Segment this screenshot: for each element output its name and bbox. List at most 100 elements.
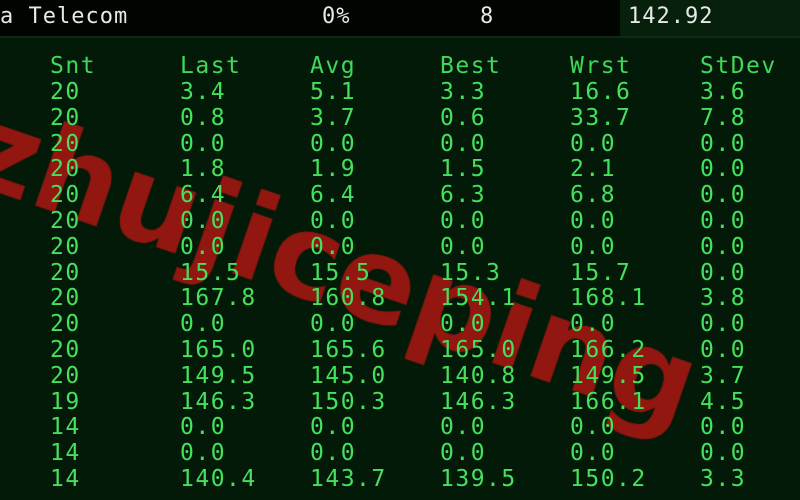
- cell-best: 139.5: [440, 466, 517, 492]
- cell-last: 146.3: [180, 388, 257, 415]
- cell-last: 0.0: [180, 208, 227, 234]
- cell-avg: 0.0: [310, 440, 357, 467]
- cell-stdev: 4.5: [700, 388, 747, 415]
- cell-best: 0.0: [440, 233, 487, 260]
- latency-value: 142.92: [628, 4, 714, 29]
- table-row: 14 0.0 0.0 0.0 0.0 0.0: [0, 441, 800, 466]
- cell-stdev: 3.6: [700, 79, 747, 105]
- cell-wrst: 0.0: [570, 130, 617, 157]
- cell-stdev: 0.0: [700, 156, 747, 183]
- table-row: 0 14 0.0 0.0 0.0 0.0 0.0: [0, 415, 800, 440]
- cell-avg: 0.0: [310, 414, 357, 441]
- cell-stdev: 3.8: [700, 285, 747, 312]
- table-row: 20 1.8 1.9 1.5 2.1 0.0: [0, 157, 800, 182]
- cell-avg: 160.8: [310, 285, 387, 312]
- cell-stdev: 0.0: [700, 208, 747, 234]
- cell-best: 0.6: [440, 104, 487, 131]
- cell-wrst: 6.8: [570, 182, 617, 209]
- cell-loss: 0: [0, 390, 1, 414]
- column-header-snt: Snt: [50, 53, 97, 79]
- table-row: 20 3.4 5.1 3.3 16.6 3.6: [0, 80, 800, 105]
- cell-wrst: 166.2: [570, 337, 647, 363]
- cell-stdev: 3.3: [700, 466, 747, 492]
- cell-stdev: 0.0: [700, 130, 747, 157]
- cell-wrst: 0.0: [570, 414, 617, 441]
- table-row: 0 20 167.8 160.8 154.1 168.1 3.8: [0, 286, 800, 311]
- cell-wrst: 2.1: [570, 156, 617, 183]
- cell-snt: 20: [50, 182, 81, 209]
- cell-stdev: 0.0: [700, 311, 747, 338]
- cell-wrst: 0.0: [570, 311, 617, 338]
- cell-loss: 0: [0, 209, 1, 233]
- table-row: 0 20 0.0 0.0 0.0 0.0 0.0: [0, 209, 800, 234]
- cell-snt: 14: [50, 466, 81, 492]
- cell-loss: 0: [0, 132, 1, 156]
- cell-best: 0.0: [440, 130, 487, 157]
- cell-best: 0.0: [440, 311, 487, 338]
- cell-snt: 20: [50, 337, 81, 363]
- cell-wrst: 0.0: [570, 440, 617, 467]
- table-row: 20 15.5 15.5 15.3 15.7 0.0: [0, 261, 800, 286]
- host-summary-bar: a Telecom 0% 8 142.92: [0, 0, 800, 38]
- cell-avg: 15.5: [310, 259, 372, 286]
- cell-stdev: 7.8: [700, 104, 747, 131]
- cell-best: 3.3: [440, 79, 487, 105]
- cell-avg: 145.0: [310, 362, 387, 389]
- loss-value: 0%: [322, 4, 351, 29]
- cell-avg: 0.0: [310, 311, 357, 338]
- cell-wrst: 33.7: [570, 104, 632, 131]
- cell-best: 154.1: [440, 285, 517, 312]
- table-header: % Snt Last Avg Best Wrst StDev: [0, 54, 800, 79]
- table-row: 20 0.8 3.7 0.6 33.7 7.8: [0, 106, 800, 131]
- cell-last: 140.4: [180, 466, 257, 492]
- cell-best: 140.8: [440, 362, 517, 389]
- cell-avg: 0.0: [310, 233, 357, 260]
- cell-loss: %: [0, 338, 1, 362]
- cell-loss: %: [0, 235, 1, 259]
- cell-avg: 1.9: [310, 156, 357, 183]
- cell-last: 0.0: [180, 440, 227, 467]
- cell-last: 149.5: [180, 362, 257, 389]
- cell-best: 0.0: [440, 414, 487, 441]
- cell-snt: 20: [50, 233, 81, 260]
- cell-stdev: 0.0: [700, 233, 747, 260]
- cell-best: 0.0: [440, 440, 487, 467]
- cell-last: 3.4: [180, 79, 227, 105]
- cell-wrst: 15.7: [570, 259, 632, 286]
- cell-avg: 0.0: [310, 130, 357, 157]
- column-header-avg: Avg: [310, 53, 357, 79]
- cell-last: 1.8: [180, 156, 227, 183]
- cell-stdev: 0.0: [700, 337, 747, 363]
- cell-stdev: 3.7: [700, 362, 747, 389]
- cell-stdev: 0.0: [700, 259, 747, 286]
- cell-snt: 19: [50, 388, 81, 415]
- cell-last: 0.0: [180, 233, 227, 260]
- column-header-best: Best: [440, 53, 502, 79]
- cell-last: 0.0: [180, 130, 227, 157]
- cell-avg: 6.4: [310, 182, 357, 209]
- cell-wrst: 149.5: [570, 362, 647, 389]
- cell-avg: 165.6: [310, 337, 387, 363]
- cell-snt: 20: [50, 130, 81, 157]
- cell-snt: 20: [50, 156, 81, 183]
- cell-best: 6.3: [440, 182, 487, 209]
- table-row: 20 149.5 145.0 140.8 149.5 3.7: [0, 364, 800, 389]
- table-row: % 20 165.0 165.6 165.0 166.2 0.0: [0, 338, 800, 363]
- cell-last: 167.8: [180, 285, 257, 312]
- cell-best: 1.5: [440, 156, 487, 183]
- cell-avg: 150.3: [310, 388, 387, 415]
- cell-loss: 0: [0, 286, 1, 310]
- cell-loss: 0: [0, 183, 1, 207]
- cell-best: 15.3: [440, 259, 502, 286]
- cell-loss: %: [0, 312, 1, 336]
- latency-cell: 142.92: [620, 0, 800, 36]
- column-header-wrst: Wrst: [570, 53, 632, 79]
- cell-wrst: 166.1: [570, 388, 647, 415]
- cell-last: 0.0: [180, 414, 227, 441]
- table-row: % 20 0.0 0.0 0.0 0.0 0.0: [0, 235, 800, 260]
- cell-wrst: 168.1: [570, 285, 647, 312]
- table-row: 14 140.4 143.7 139.5 150.2 3.3: [0, 467, 800, 492]
- host-name: a Telecom: [0, 4, 129, 29]
- cell-snt: 20: [50, 79, 81, 105]
- cell-last: 0.0: [180, 311, 227, 338]
